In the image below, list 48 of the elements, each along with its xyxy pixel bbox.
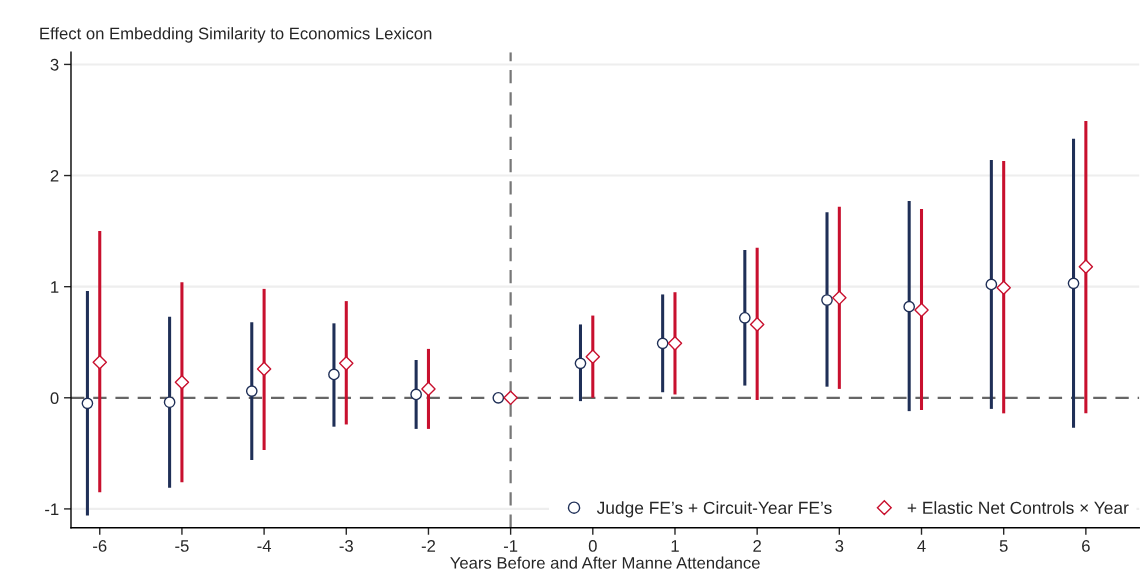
point	[421, 381, 436, 397]
point	[832, 290, 847, 306]
x-tick-label: 6	[1082, 540, 1090, 552]
point	[328, 368, 340, 381]
legend-label: Judge FE’s + Circuit-Year FE’s	[596, 501, 832, 518]
x-tick-label: 0	[588, 540, 597, 552]
point	[163, 396, 176, 409]
point	[256, 361, 272, 377]
y-axis-title: Effect on Embedding Similarity to Economics Lexicon	[40, 27, 432, 43]
point	[738, 311, 751, 324]
x-tick-label: -4	[257, 540, 272, 552]
point	[410, 388, 422, 401]
point	[503, 390, 518, 406]
point	[1067, 277, 1080, 290]
y-tick-label: 2	[50, 169, 59, 182]
x-axis-title: Years Before and After Manne Attendance	[450, 556, 760, 569]
point	[656, 337, 669, 350]
x-tick-label: 4	[917, 540, 926, 552]
point	[985, 278, 998, 291]
point	[914, 302, 929, 318]
x-tick-label: -6	[93, 540, 107, 552]
point	[338, 356, 354, 371]
point	[667, 336, 683, 351]
point	[174, 374, 190, 390]
point	[245, 385, 258, 397]
legend-label: + Elastic Net Controls × Year	[907, 501, 1129, 514]
point	[81, 397, 94, 410]
point	[585, 349, 601, 364]
point	[996, 280, 1011, 296]
y-tick-label: 3	[50, 58, 59, 71]
point	[92, 354, 108, 370]
x-tick-label: -2	[421, 540, 436, 552]
point	[821, 294, 833, 306]
point	[749, 317, 765, 332]
y-tick-label: -1	[45, 503, 59, 515]
x-tick-label: 3	[835, 540, 844, 552]
x-tick-label: -1	[503, 540, 518, 552]
x-tick-label: 2	[753, 540, 761, 552]
point	[492, 391, 505, 404]
point	[1078, 259, 1094, 274]
x-tick-label: -5	[175, 540, 189, 552]
point	[903, 300, 916, 313]
x-tick-label: 5	[999, 540, 1008, 552]
y-tick-label: 0	[50, 392, 59, 404]
x-tick-label: -3	[339, 540, 353, 552]
y-tick-label: 1	[51, 281, 59, 293]
x-tick-label: 1	[671, 540, 679, 552]
point	[574, 357, 587, 370]
